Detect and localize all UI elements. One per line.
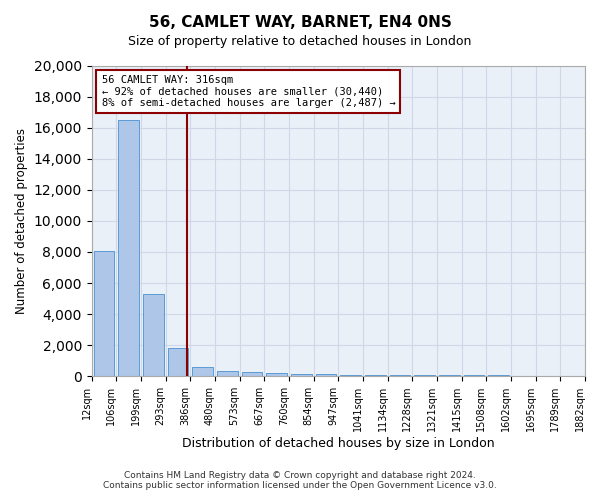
Bar [94,251,115,376]
Text: 56 CAMLET WAY: 316sqm
← 92% of detached houses are smaller (30,440)
8% of semi-d: 56 CAMLET WAY: 316sqm ← 92% of detached … [101,75,395,108]
Bar [414,375,435,376]
Bar [266,373,287,376]
Text: Contains HM Land Registry data © Crown copyright and database right 2024.
Contai: Contains HM Land Registry data © Crown c… [103,470,497,490]
Bar [291,374,312,376]
Bar [340,374,361,376]
Bar [365,375,386,376]
Bar [217,371,238,376]
Bar [242,372,262,376]
X-axis label: Distribution of detached houses by size in London: Distribution of detached houses by size … [182,437,494,450]
Bar [143,294,164,376]
Bar [316,374,337,376]
Bar [167,348,188,376]
Y-axis label: Number of detached properties: Number of detached properties [15,128,28,314]
Bar [118,120,139,376]
Text: Size of property relative to detached houses in London: Size of property relative to detached ho… [128,35,472,48]
Bar [192,367,213,376]
Bar [389,375,410,376]
Text: 56, CAMLET WAY, BARNET, EN4 0NS: 56, CAMLET WAY, BARNET, EN4 0NS [149,15,451,30]
